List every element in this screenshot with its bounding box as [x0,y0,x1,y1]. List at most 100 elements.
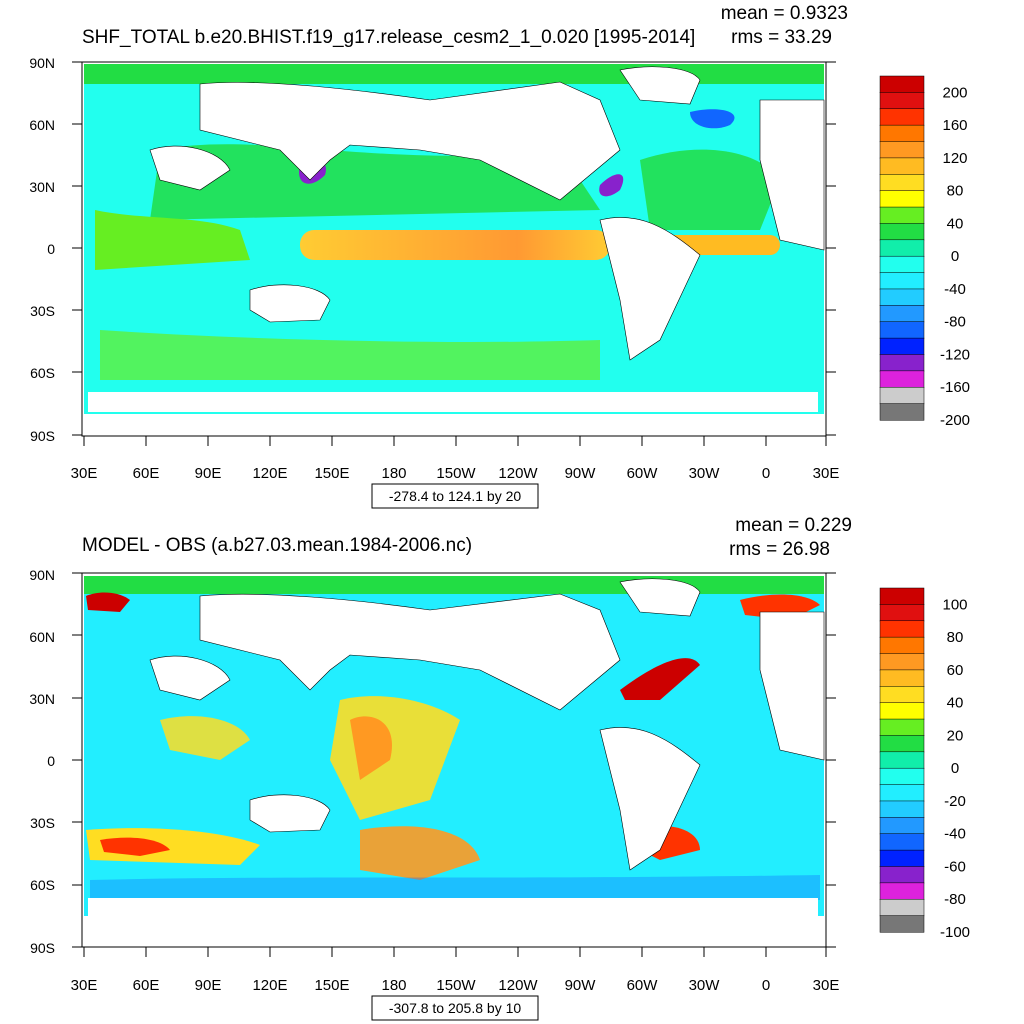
colorbar-swatch [879,92,925,110]
lon-label-90w: 90W [565,977,597,994]
north-atlantic-field-top [640,149,780,230]
lon-label-120w: 120W [498,465,538,482]
agulhas-max [100,837,170,856]
south-pacific-warm-field [360,826,480,880]
lon-label-30w: 30W [689,977,721,994]
lon-label-150w: 150W [436,977,476,994]
colorbar-label: 80 [947,183,964,200]
colorbar-swatch [879,669,925,687]
nordic-seas-max-top [690,109,735,129]
colorbar-swatch [879,653,925,671]
lon-label-60w: 60W [627,465,659,482]
colorbar-label: -200 [940,412,970,429]
lat-label-60n: 60N [29,117,55,133]
colorbar-label: 60 [947,662,964,679]
landmass-greenland-bottom [619,578,701,617]
colorbar-label: 120 [942,150,967,167]
colorbar-label: -80 [944,314,966,331]
colorbar-swatch [879,833,925,851]
map-bottom [81,572,827,948]
lon-label-30e-end: 30E [813,977,840,994]
panel-bottom: MODEL - OBS (a.b27.03.mean.1984-2006.nc)… [29,515,970,1021]
landmass-india-bottom [149,655,231,701]
panel-top-rms: rms = 33.29 [731,27,832,48]
colorbar-swatch [879,223,925,241]
colorbar-swatch [879,206,925,224]
barents-max [86,592,130,612]
lat-axis-bottom: 90N 60N 30N 0 30S 60S 90S [29,567,836,956]
landmass-south-america-bottom [599,727,701,871]
gulf-stream-max-top [599,174,624,197]
lon-label-150e: 150E [314,977,349,994]
colorbar-swatch [879,288,925,306]
lon-label-30w: 30W [689,465,721,482]
landmass-australia-bottom [249,794,331,833]
lat-label-60s: 60S [30,365,55,381]
panel-bottom-rms: rms = 26.98 [729,539,830,560]
lat-axis-top: 90N 60N 30N 0 30S 60S 90S [29,55,836,444]
colorbar-label: 40 [947,695,964,712]
continents-top [149,66,825,361]
panel-top-mean: mean = 0.9323 [721,3,848,24]
lon-label-30e: 30E [71,465,98,482]
lat-ticks-bottom [72,572,836,948]
landmass-africa-europe-top [759,99,825,251]
lat-label-eq: 0 [47,753,55,769]
lat-label-60n: 60N [29,629,55,645]
lat-ticks-top [72,61,836,436]
colorbar-swatch [879,849,925,868]
lon-label-90w: 90W [565,465,597,482]
lon-label-180: 180 [381,977,406,994]
colorbar-swatch [879,337,925,356]
lon-label-120e: 120E [252,977,287,994]
colorbar-swatch [879,403,925,421]
colorbar-swatch [879,370,925,388]
colorbar-swatch [879,767,925,786]
antarctica-top [88,392,818,412]
lat-label-30n: 30N [29,691,55,707]
lon-axis-top: 30E 60E 90E 120E 150E 180 150W 120W 90W … [71,436,839,482]
gulf-stream-max-bottom [620,658,700,700]
landmass-greenland-top [619,66,701,105]
lon-label-150e: 150E [314,465,349,482]
arctic-band-bottom [84,576,824,594]
lat-label-90n: 90N [29,567,55,583]
colorbar-swatch [879,718,925,736]
colorbar-label: 200 [942,84,967,101]
lat-label-30s: 30S [30,815,55,831]
lon-label-150w: 150W [436,465,476,482]
landmass-india-top [149,145,231,191]
colorbar-swatch [879,272,925,290]
colorbar-label: -160 [940,379,970,396]
landmass-eurasia-namerica-top [199,81,621,201]
west-pacific-max [350,716,392,780]
lon-label-0: 0 [762,977,770,994]
lat-label-60s: 60S [30,877,55,893]
colorbar-swatch [879,239,925,257]
lon-axis-bottom: 30E 60E 90E 120E 150E 180 150W 120W 90W … [71,947,840,994]
colorbar-swatch [879,305,925,323]
colorbar-swatch [879,386,925,405]
lon-label-60e: 60E [133,465,160,482]
colorbar-bottom: 100 80 60 40 20 0 -20 -40 -60 -80 -100 [879,587,970,941]
colorbar-label: -20 [944,793,966,810]
colorbar-label: 0 [951,760,959,777]
colorbar-label: -40 [944,826,966,843]
equatorial-warm-band-top [300,230,610,260]
map-top-frame [81,61,827,437]
panel-bottom-mean: mean = 0.229 [735,515,852,536]
indian-ocean-warm-field [160,716,250,760]
colorbar-label: 40 [947,215,964,232]
colorbar-label: 160 [942,117,967,134]
colorbar-label: -60 [944,858,966,875]
colorbar-label: 0 [951,248,959,265]
colorbar-swatch [879,784,925,802]
colorbar-swatch [879,190,925,208]
range-box-top: -278.4 to 124.1 by 20 [371,483,539,509]
lon-label-90e: 90E [195,977,222,994]
colorbar-swatch [879,141,925,159]
lon-ticks-bottom [83,947,827,957]
southern-indian-warm-band [86,828,260,865]
colorbar-label: 100 [942,596,967,613]
